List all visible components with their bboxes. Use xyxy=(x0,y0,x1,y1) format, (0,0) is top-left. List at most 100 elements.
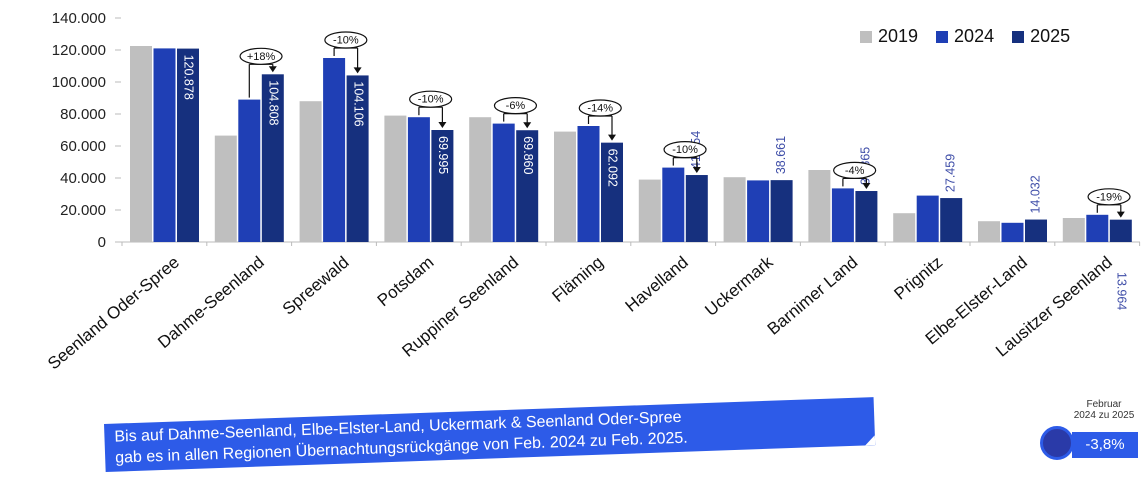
annotation-pill xyxy=(663,141,707,159)
y-tick-label: 20.000 xyxy=(60,202,106,219)
x-category-label: Uckermark xyxy=(701,252,777,320)
annotation-label: -14% xyxy=(587,103,613,115)
arrow-head-icon xyxy=(268,66,277,73)
change-annotation: -19% xyxy=(1087,188,1131,218)
bar-2025 xyxy=(261,74,284,243)
arrow-head-icon xyxy=(353,67,362,74)
arrow-head-icon xyxy=(1116,211,1125,218)
bar-2019 xyxy=(384,115,407,242)
badge-caption: Februar 2024 zu 2025 xyxy=(1066,399,1142,421)
y-tick-label: 60.000 xyxy=(60,138,106,155)
annotation-pill xyxy=(409,90,453,108)
bar-2025 xyxy=(516,130,539,242)
bar-2019 xyxy=(469,117,492,242)
annotation-pill xyxy=(833,161,877,179)
change-annotations: +18% -10% -10% -6% -14% -10% -4% -19% xyxy=(239,31,1131,218)
badge-caption-period: 2024 zu 2025 xyxy=(1073,410,1135,421)
y-tick-label: 80.000 xyxy=(60,106,106,123)
arrow-head-icon xyxy=(608,134,616,141)
legend-item-2025: 2025 xyxy=(1012,26,1070,47)
bar-2025 xyxy=(685,175,708,242)
bar-2024 xyxy=(153,48,176,243)
data-label-2025: 69.995 xyxy=(436,136,450,174)
y-axis: 0 20.000 40.000 60.000 80.000 100.000 120.000 1… xyxy=(52,10,1141,251)
annotation-pill xyxy=(239,47,283,65)
y-tick-label: 100.000 xyxy=(52,74,106,91)
bar-2019 xyxy=(299,101,322,242)
bars xyxy=(130,46,1132,243)
change-annotation: -6% xyxy=(493,96,538,129)
bar-2024 xyxy=(492,123,515,242)
annotation-label: -4% xyxy=(845,165,865,177)
annotation-label: -10% xyxy=(418,94,444,106)
annotation-pill xyxy=(1087,188,1131,206)
data-label-2025: 104.106 xyxy=(351,81,365,126)
x-category-label: Fläming xyxy=(548,253,607,306)
bar-2019 xyxy=(638,179,661,242)
bar-2024 xyxy=(577,126,600,242)
bar-2025 xyxy=(940,198,963,242)
bar-2025 xyxy=(1109,219,1132,242)
annotation-pill xyxy=(493,96,538,115)
legend-swatch-2025 xyxy=(1012,30,1025,43)
data-labels: 120.878104.808104.10669.99569.86062.0924… xyxy=(182,55,1129,311)
legend-label-2024: 2024 xyxy=(954,26,995,46)
annotation-pill xyxy=(324,31,368,49)
legend-item-2024: 2024 xyxy=(936,26,994,47)
annotation-pill xyxy=(578,99,622,117)
arrow-head-icon xyxy=(692,167,701,174)
annotation-label: -6% xyxy=(506,100,526,112)
badge-value: -3,8% xyxy=(1072,432,1138,458)
annotation-label: -19% xyxy=(1096,191,1122,203)
bar-2024 xyxy=(747,180,770,242)
bar-2024 xyxy=(323,58,346,242)
change-annotation: -10% xyxy=(663,141,707,174)
arrow-head-icon xyxy=(438,122,447,129)
x-category-label: Seenland Oder-Spree xyxy=(44,253,183,374)
bar-2024 xyxy=(407,117,430,242)
annotation-label: +18% xyxy=(247,51,276,63)
bar-2019 xyxy=(808,170,831,242)
data-label-2025: 69.860 xyxy=(521,136,535,174)
change-annotation: -10% xyxy=(324,31,368,74)
bar-2025 xyxy=(1025,219,1047,242)
bar-2025 xyxy=(855,191,878,242)
legend: 2019 2024 2025 xyxy=(860,26,1070,47)
bar-2019 xyxy=(214,135,237,242)
bar-2025 xyxy=(770,180,793,242)
legend-item-2019: 2019 xyxy=(860,26,918,47)
legend-swatch-2019 xyxy=(860,30,872,43)
annotation-label: -10% xyxy=(672,144,698,156)
y-tick-label: 40.000 xyxy=(60,170,106,187)
bar-2024 xyxy=(1001,222,1024,242)
data-label-2025: 62.092 xyxy=(606,149,620,187)
change-badge: -3,8% xyxy=(1036,424,1140,464)
bar-2024 xyxy=(831,188,854,242)
data-label-2025: 120.878 xyxy=(182,55,196,100)
bar-2019 xyxy=(1062,218,1085,242)
bar-2019 xyxy=(723,177,746,242)
data-label-2025: 104.808 xyxy=(267,80,281,125)
data-label-2025: 14.032 xyxy=(1028,175,1042,213)
legend-label-2025: 2025 xyxy=(1030,26,1071,46)
bar-2025 xyxy=(346,75,369,243)
bar-2024 xyxy=(238,99,261,242)
change-annotation: +18% xyxy=(239,47,283,98)
arrow-head-icon xyxy=(523,122,532,129)
x-category-label: Havelland xyxy=(622,253,692,316)
data-label-2025: 38.661 xyxy=(774,136,788,174)
data-label-2025: 27.459 xyxy=(943,154,957,192)
x-category-label: Prignitz xyxy=(891,253,947,304)
x-category-label: Potsdam xyxy=(374,253,438,311)
change-annotation: -4% xyxy=(833,161,877,190)
bar-2025 xyxy=(431,130,454,242)
bar-2019 xyxy=(554,131,576,242)
change-annotation: -14% xyxy=(578,99,622,141)
y-tick-label: 0 xyxy=(98,234,106,251)
bar-2025 xyxy=(177,48,199,242)
bar-2019 xyxy=(893,213,916,242)
annotation-label: -10% xyxy=(333,35,359,47)
bar-2019 xyxy=(130,46,152,242)
legend-label-2019: 2019 xyxy=(878,26,919,46)
x-category-label: Spreewald xyxy=(279,253,353,319)
